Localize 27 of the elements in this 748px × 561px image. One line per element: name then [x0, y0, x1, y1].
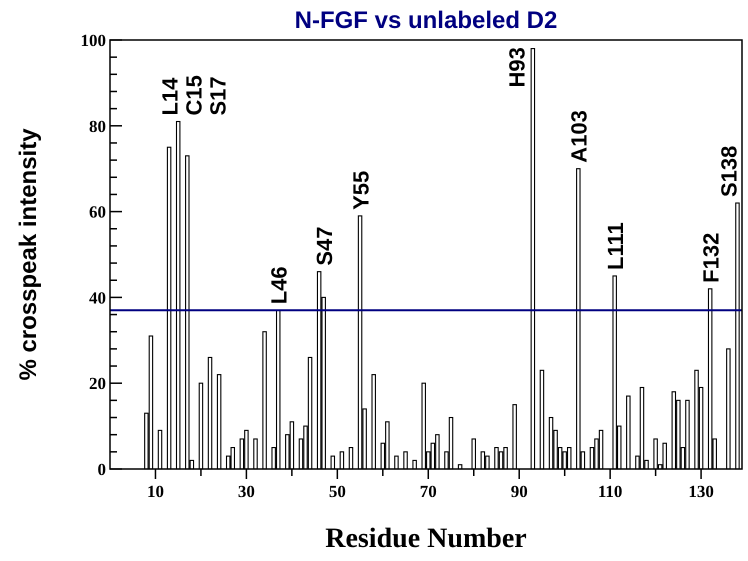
annotation: L46 — [266, 266, 292, 304]
annotation: S17 — [205, 76, 230, 116]
annotation: L111 — [603, 222, 628, 270]
y-tick-label: 40 — [89, 288, 106, 308]
x-tick-label: 90 — [510, 482, 528, 501]
annotation: L14 — [157, 76, 182, 116]
annotation: S138 — [716, 146, 742, 198]
y-tick-label: 100 — [80, 31, 106, 50]
y-tick-label: 20 — [89, 374, 106, 394]
x-tick-label: 110 — [598, 482, 622, 501]
y-axis-title: % crosspeak intensity — [15, 128, 42, 381]
x-tick-label: 30 — [238, 482, 255, 501]
annotation: A103 — [566, 110, 592, 163]
x-tick-label: 130 — [688, 482, 714, 501]
annotation: F132 — [698, 232, 724, 283]
y-tick-label: 0 — [98, 460, 106, 479]
y-tick-label: 60 — [89, 202, 106, 222]
annotation: S47 — [312, 226, 338, 266]
annotation: C15 — [181, 75, 206, 116]
x-axis-title: Residue Number — [325, 523, 527, 554]
x-tick-label: 50 — [328, 482, 346, 501]
y-tick-label: 80 — [89, 116, 106, 136]
annotation: Y55 — [348, 170, 374, 210]
annotation: H93 — [504, 47, 530, 88]
chart-title: N-FGF vs unlabeled D2 — [294, 7, 558, 34]
x-tick-label: 10 — [146, 482, 164, 501]
x-tick-label: 70 — [420, 482, 437, 501]
